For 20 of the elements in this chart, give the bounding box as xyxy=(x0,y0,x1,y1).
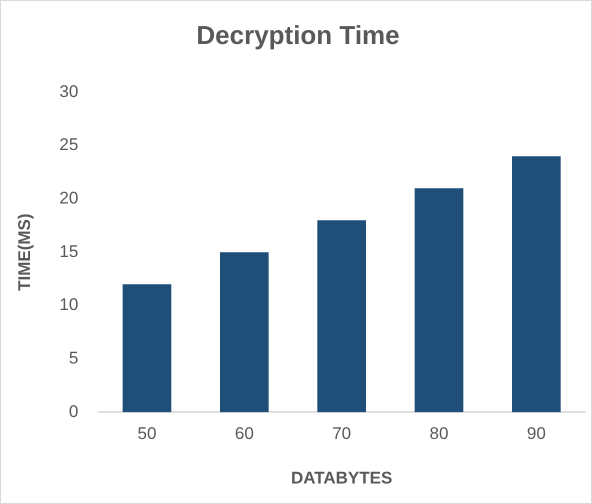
x-tick-label: 90 xyxy=(526,424,546,444)
x-tick-label: 70 xyxy=(332,424,352,444)
y-tick-label: 15 xyxy=(59,242,78,261)
bar xyxy=(122,284,172,412)
bar xyxy=(512,156,561,412)
bar xyxy=(317,220,366,412)
x-tick-label: 50 xyxy=(138,424,156,444)
y-tick-label: 25 xyxy=(59,135,78,154)
y-tick-label: 0 xyxy=(68,402,78,421)
x-axis-title: DATABYTES xyxy=(290,468,392,488)
bar xyxy=(220,252,269,412)
y-axis-title: TIME(MS) xyxy=(14,213,34,291)
chart-title: Decryption Time xyxy=(196,20,400,50)
x-tick-label: 80 xyxy=(430,424,448,444)
y-tick-label: 10 xyxy=(59,295,78,314)
x-tick-label: 60 xyxy=(234,424,254,444)
bar xyxy=(414,188,464,412)
y-tick-label: 30 xyxy=(59,82,78,101)
y-tick-label: 20 xyxy=(59,188,78,208)
y-tick-label: 5 xyxy=(68,348,78,368)
